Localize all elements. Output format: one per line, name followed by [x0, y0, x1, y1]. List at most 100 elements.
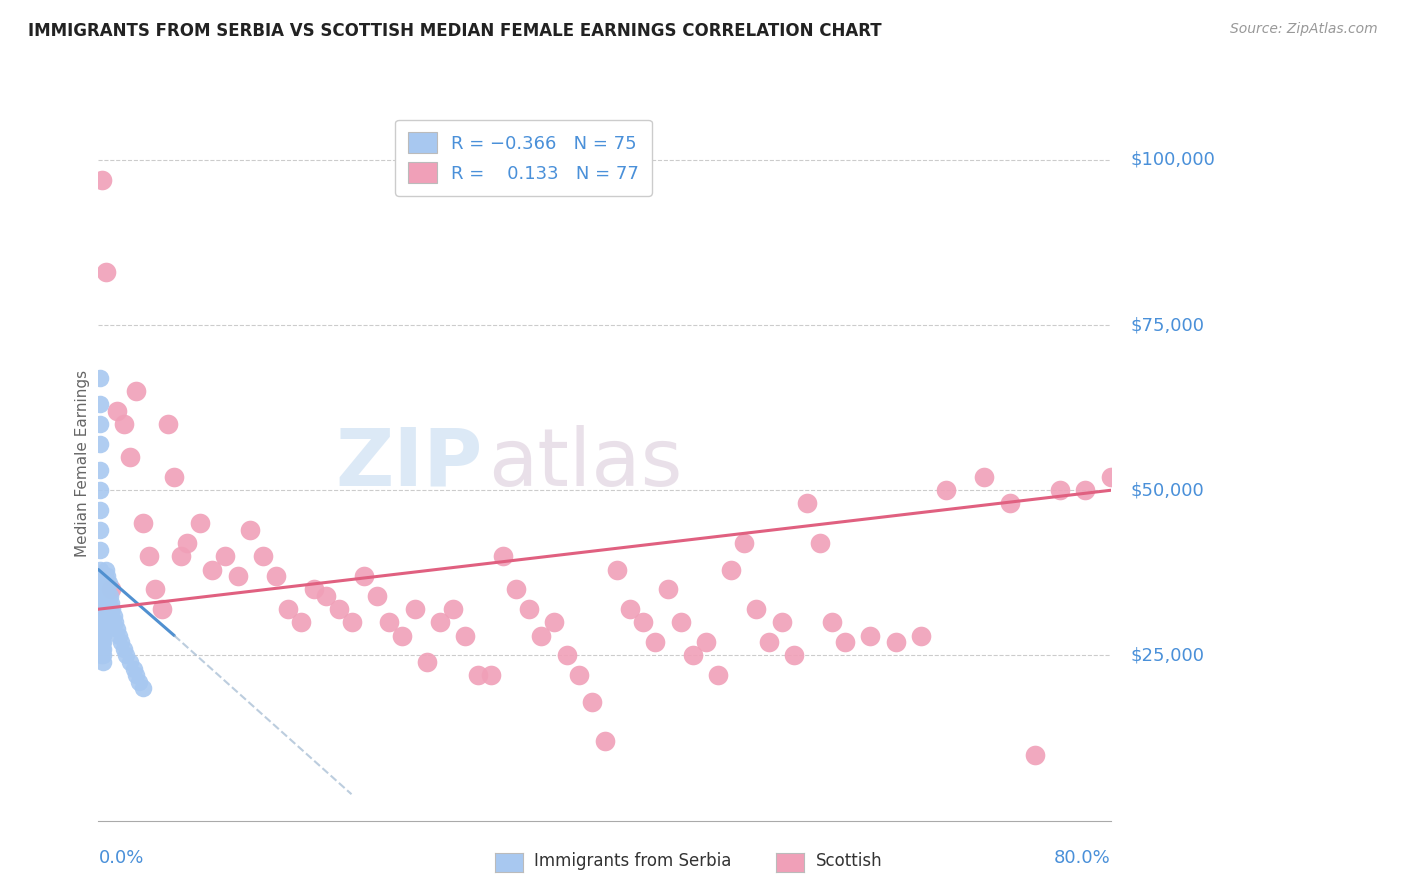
Point — [91, 582, 114, 597]
Point — [745, 602, 768, 616]
Text: $25,000: $25,000 — [1130, 647, 1205, 665]
Point — [783, 648, 806, 663]
Point — [93, 648, 115, 663]
Point — [104, 615, 127, 630]
Text: atlas: atlas — [488, 425, 682, 503]
Text: IMMIGRANTS FROM SERBIA VS SCOTTISH MEDIAN FEMALE EARNINGS CORRELATION CHART: IMMIGRANTS FROM SERBIA VS SCOTTISH MEDIA… — [28, 22, 882, 40]
Text: $100,000: $100,000 — [1130, 151, 1216, 169]
Point — [606, 563, 628, 577]
Point — [94, 265, 117, 279]
Point — [89, 523, 111, 537]
Point — [94, 575, 117, 590]
Point — [631, 615, 654, 630]
Point — [302, 582, 325, 597]
Point — [90, 635, 112, 649]
Point — [657, 582, 679, 597]
Point — [391, 629, 413, 643]
Point — [89, 397, 111, 411]
Point — [91, 608, 114, 623]
Point — [707, 668, 730, 682]
Text: $50,000: $50,000 — [1130, 482, 1205, 500]
Point — [733, 536, 755, 550]
Point — [90, 629, 112, 643]
Point — [93, 569, 117, 583]
Point — [669, 615, 692, 630]
Point — [132, 681, 155, 696]
Point — [568, 668, 591, 682]
Point — [94, 563, 117, 577]
Point — [93, 622, 117, 636]
Point — [366, 589, 388, 603]
Point — [884, 635, 907, 649]
Point — [91, 622, 114, 636]
Point — [581, 695, 603, 709]
Point — [89, 417, 111, 432]
Point — [138, 549, 160, 564]
Point — [93, 608, 117, 623]
Point — [89, 542, 111, 557]
Legend: R = −0.366   N = 75, R =    0.133   N = 77: R = −0.366 N = 75, R = 0.133 N = 77 — [395, 120, 652, 195]
Point — [91, 589, 114, 603]
Point — [404, 602, 426, 616]
Point — [290, 615, 312, 630]
Point — [593, 734, 616, 748]
Point — [1049, 483, 1071, 498]
Point — [89, 463, 111, 477]
Point — [467, 668, 489, 682]
Point — [89, 503, 111, 517]
Point — [252, 549, 274, 564]
Point — [644, 635, 666, 649]
Point — [90, 622, 112, 636]
Point — [122, 662, 145, 676]
Point — [93, 655, 115, 669]
Point — [454, 629, 477, 643]
Point — [91, 596, 114, 610]
Point — [93, 582, 117, 597]
Point — [1099, 470, 1122, 484]
Point — [157, 417, 180, 432]
Point — [90, 608, 112, 623]
Point — [935, 483, 957, 498]
Point — [859, 629, 882, 643]
Point — [90, 635, 112, 649]
Point — [340, 615, 363, 630]
Point — [101, 602, 124, 616]
Point — [441, 602, 464, 616]
Point — [90, 596, 112, 610]
Point — [112, 641, 135, 656]
Text: Scottish: Scottish — [815, 852, 882, 870]
Point — [91, 629, 114, 643]
Point — [796, 496, 818, 510]
Point — [90, 589, 112, 603]
Point — [96, 569, 118, 583]
Point — [90, 582, 112, 597]
Point — [89, 437, 111, 451]
Point — [720, 563, 742, 577]
Point — [132, 516, 155, 531]
Point — [150, 602, 173, 616]
Point — [107, 404, 129, 418]
Point — [353, 569, 375, 583]
Point — [98, 589, 121, 603]
Point — [110, 635, 132, 649]
Point — [100, 596, 122, 610]
Point — [90, 629, 112, 643]
Point — [96, 582, 118, 597]
Point — [93, 635, 115, 649]
Point — [90, 648, 112, 663]
Point — [125, 668, 148, 682]
Point — [120, 450, 141, 465]
Point — [770, 615, 793, 630]
Point — [97, 575, 120, 590]
Point — [163, 470, 186, 484]
Point — [619, 602, 641, 616]
Point — [214, 549, 236, 564]
Point — [100, 582, 122, 597]
Point — [998, 496, 1021, 510]
Point — [90, 622, 112, 636]
Point — [120, 655, 141, 669]
Point — [505, 582, 527, 597]
Point — [695, 635, 717, 649]
Text: ZIP: ZIP — [336, 425, 484, 503]
Point — [90, 615, 112, 630]
